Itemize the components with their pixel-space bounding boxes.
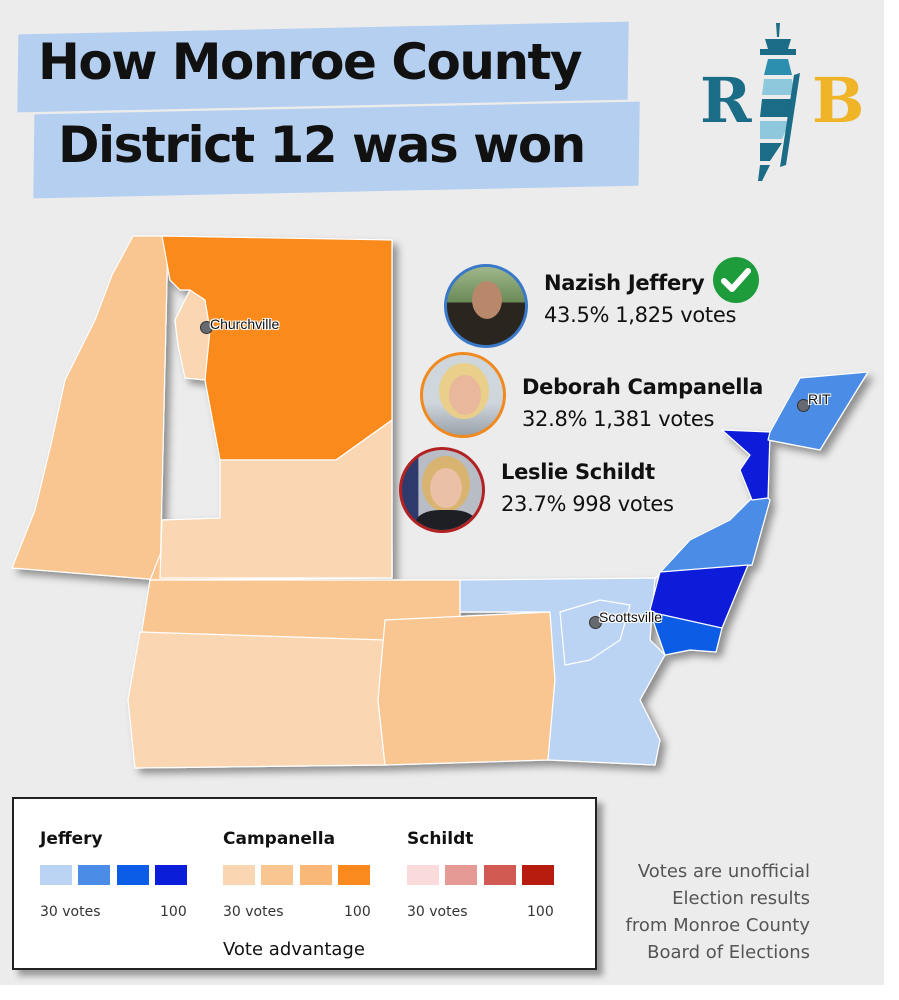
district-area [127, 631, 386, 769]
legend-swatch [40, 865, 72, 885]
legend-heading: Schildt [407, 829, 474, 849]
legend-swatch [445, 865, 477, 885]
legend-swatch [484, 865, 516, 885]
legend-swatch [338, 865, 370, 885]
legend-swatch [223, 865, 255, 885]
candidate-result-campanella: 32.8% 1,381 votes [522, 407, 714, 431]
district-map [11, 235, 869, 769]
district-area [377, 611, 556, 766]
district-area [649, 611, 723, 656]
candidate-name-schildt: Leslie Schildt [501, 460, 655, 484]
legend-heading: Jeffery [40, 829, 103, 849]
candidate-percent: 43.5% [544, 303, 610, 327]
district-area [11, 235, 169, 581]
district-area [559, 599, 631, 666]
scottsville-label: Scottsville [599, 609, 663, 625]
legend-swatch [78, 865, 110, 885]
legend-swatch [155, 865, 187, 885]
legend-caption: Vote advantage [223, 939, 365, 960]
source-note-line: from Monroe County [625, 915, 810, 936]
candidate-name-jeffery: Nazish Jeffery [544, 271, 705, 295]
scottsville-marker [589, 616, 602, 629]
candidate-votes: 998 votes [572, 492, 674, 516]
legend-swatch [117, 865, 149, 885]
candidate-photo-schildt [399, 447, 485, 533]
candidate-votes: 1,381 votes [593, 407, 715, 431]
legend-swatch [522, 865, 554, 885]
legend-max-label: 100 [160, 904, 187, 920]
infographic-canvas: How Monroe County District 12 was won R … [0, 0, 884, 985]
legend-heading: Campanella [223, 829, 336, 849]
district-area [174, 289, 211, 381]
title-line-2: District 12 was won [58, 116, 586, 174]
candidate-photo-jeffery [444, 264, 528, 348]
district-area [767, 371, 869, 451]
title-line-1: How Monroe County [38, 33, 583, 91]
candidate-percent: 32.8% [522, 407, 588, 431]
rib-logo: R B [690, 15, 870, 185]
churchville-marker [200, 321, 213, 334]
legend-min-label: 30 votes [407, 904, 468, 920]
source-note-line: Election results [672, 888, 810, 909]
legend-swatch [407, 865, 439, 885]
churchville-label: Churchville [210, 316, 280, 332]
rit-label: RIT [808, 391, 831, 407]
legend-swatch [300, 865, 332, 885]
legend-max-label: 100 [344, 904, 371, 920]
logo-letter-b: B [812, 64, 865, 137]
candidate-name-campanella: Deborah Campanella [522, 375, 763, 399]
legend-swatch [261, 865, 293, 885]
legend-max-label: 100 [527, 904, 554, 920]
district-area [721, 429, 771, 501]
candidate-votes: 1,825 votes [615, 303, 737, 327]
candidate-result-schildt: 23.7% 998 votes [501, 492, 674, 516]
map-legend: Jeffery 30 votes 100 Campanella 30 votes… [12, 797, 597, 970]
candidate-percent: 23.7% [501, 492, 567, 516]
source-note-line: Votes are unofficial [637, 861, 810, 882]
check-circle-icon [713, 257, 759, 303]
legend-min-label: 30 votes [223, 904, 284, 920]
candidate-photo-campanella [420, 352, 506, 438]
candidate-result-jeffery: 43.5% 1,825 votes [544, 303, 736, 327]
source-note: Votes are unofficial Election results fr… [550, 858, 810, 966]
lighthouse-icon [758, 23, 800, 181]
rit-marker [797, 399, 810, 412]
logo-letter-r: R [700, 64, 752, 137]
source-note-line: Board of Elections [647, 942, 810, 963]
district-area [159, 419, 393, 579]
legend-min-label: 30 votes [40, 904, 101, 920]
